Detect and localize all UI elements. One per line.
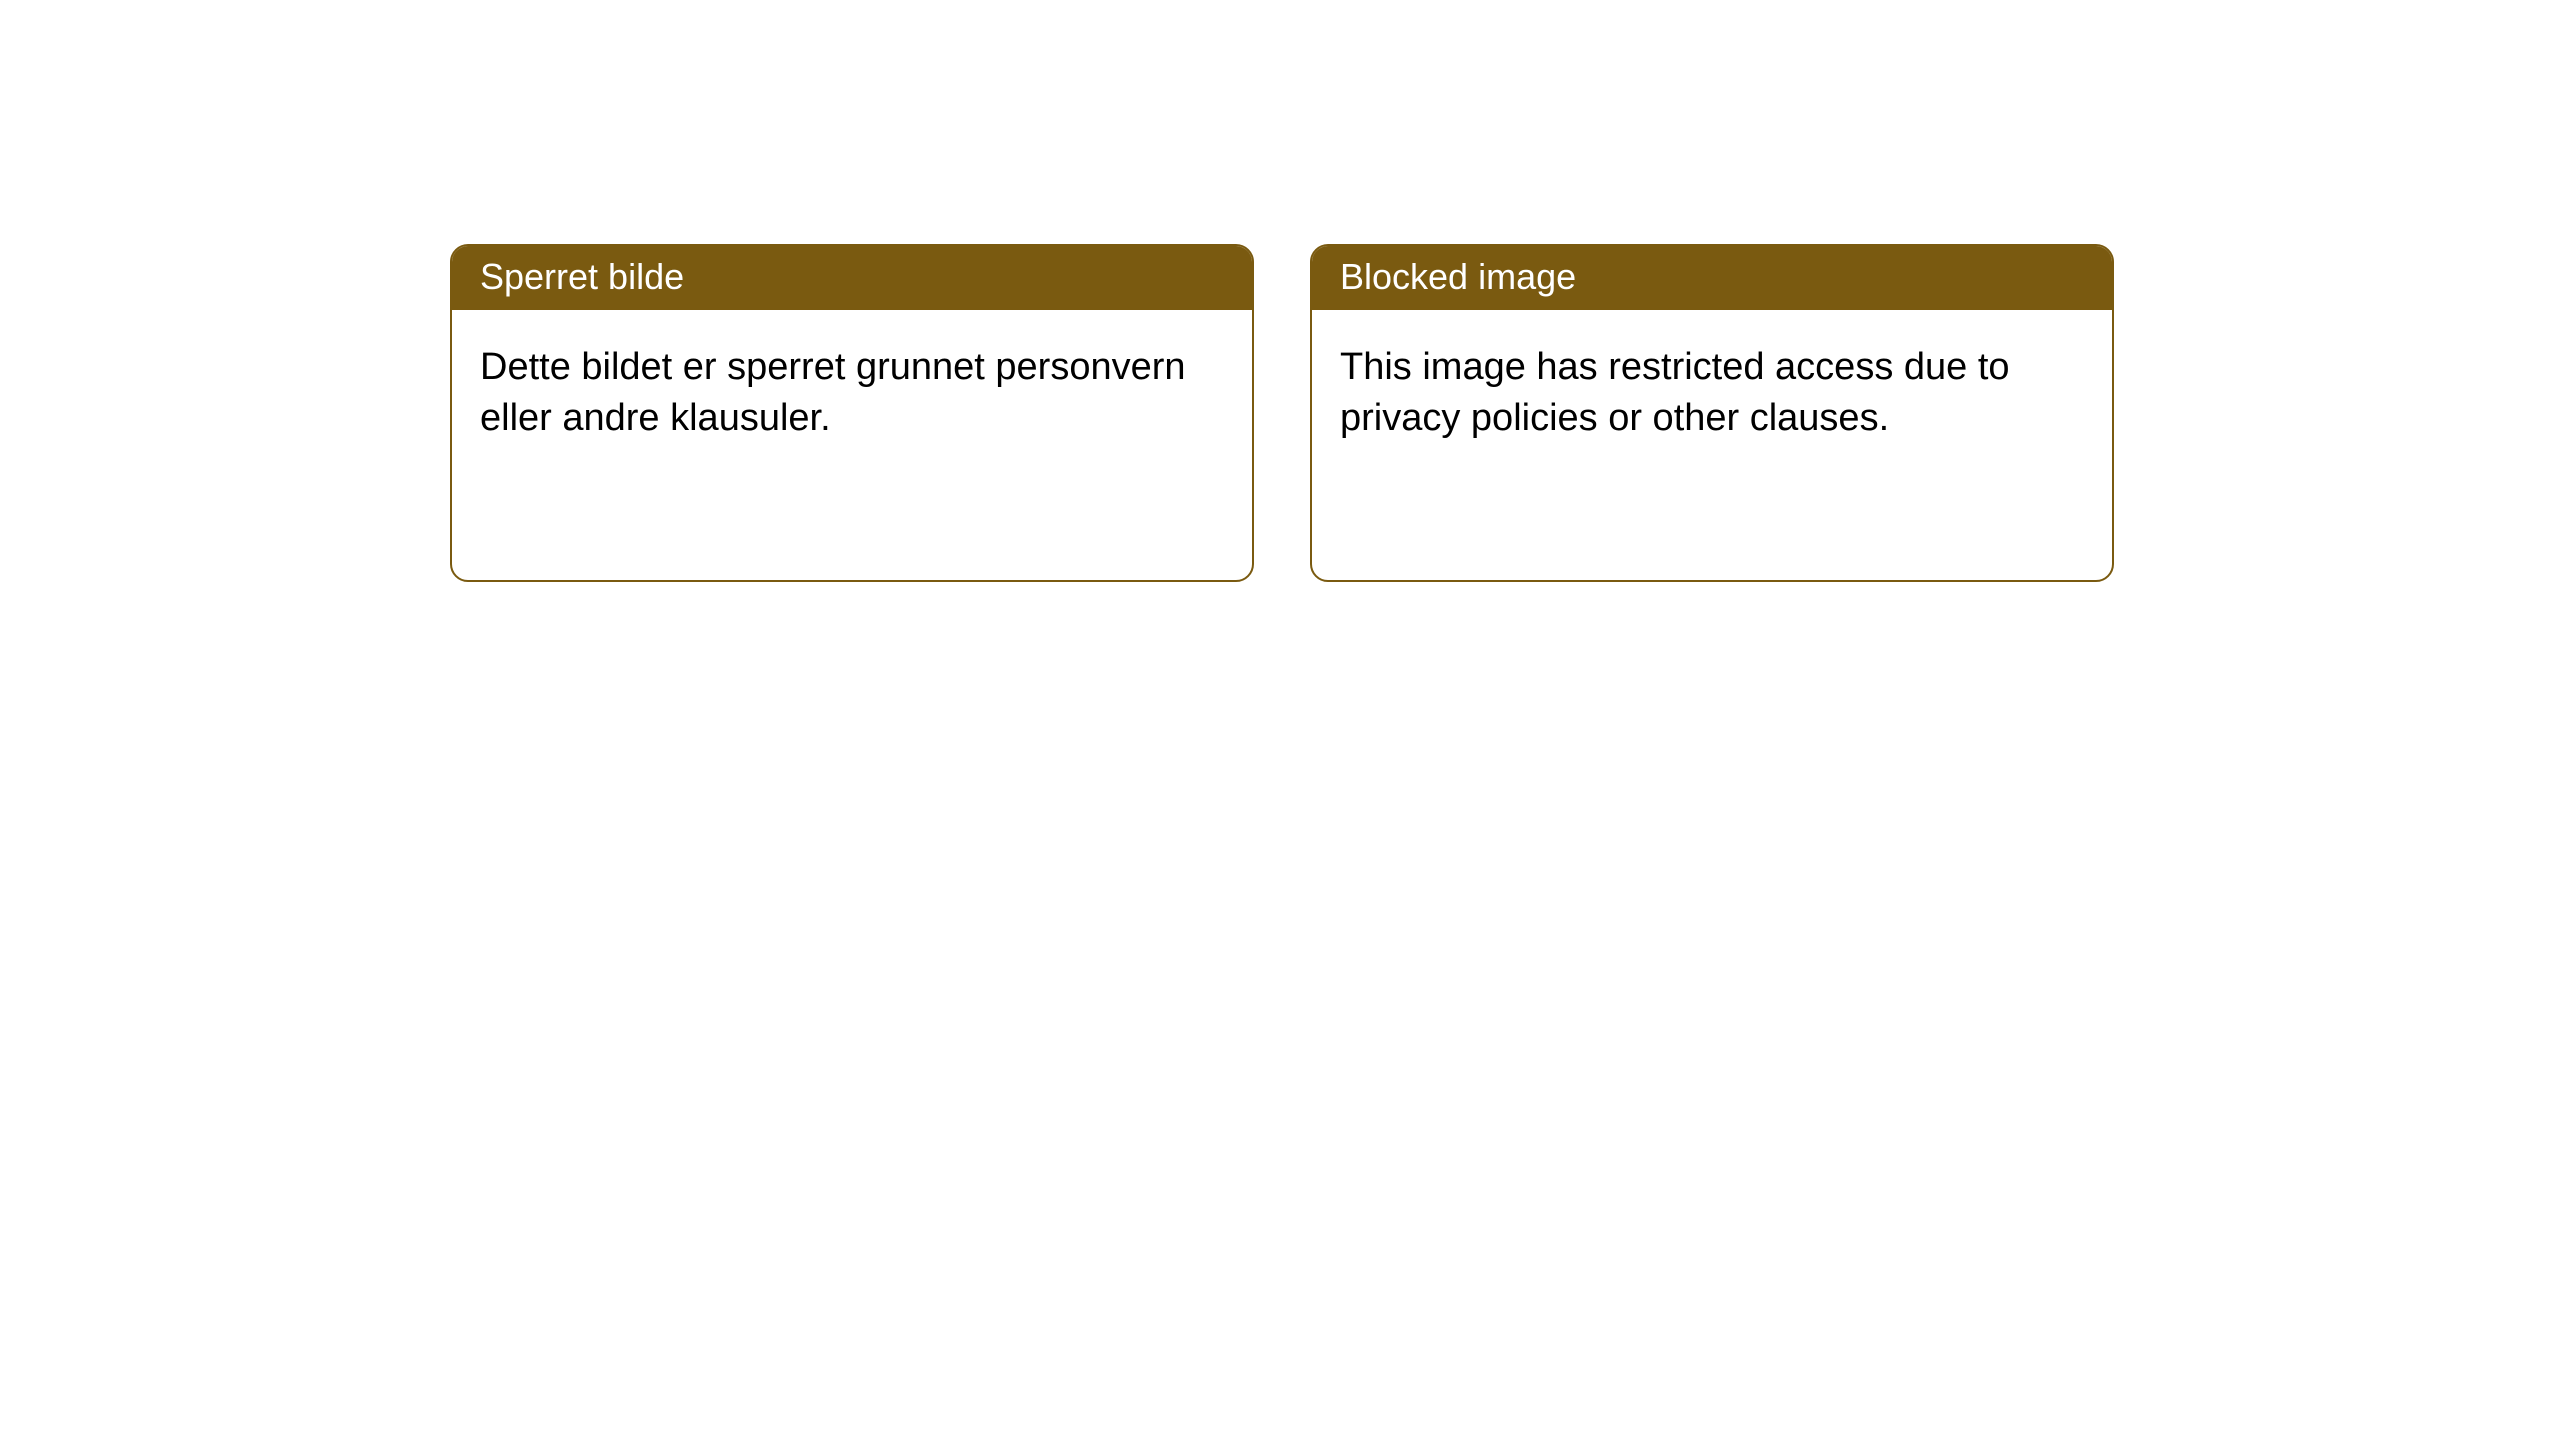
notice-header-no: Sperret bilde <box>452 246 1252 310</box>
notice-card-en: Blocked image This image has restricted … <box>1310 244 2114 582</box>
notice-card-no: Sperret bilde Dette bildet er sperret gr… <box>450 244 1254 582</box>
notice-body-en: This image has restricted access due to … <box>1312 310 2112 580</box>
notice-header-en: Blocked image <box>1312 246 2112 310</box>
notice-body-no: Dette bildet er sperret grunnet personve… <box>452 310 1252 580</box>
notice-container: Sperret bilde Dette bildet er sperret gr… <box>450 244 2114 582</box>
